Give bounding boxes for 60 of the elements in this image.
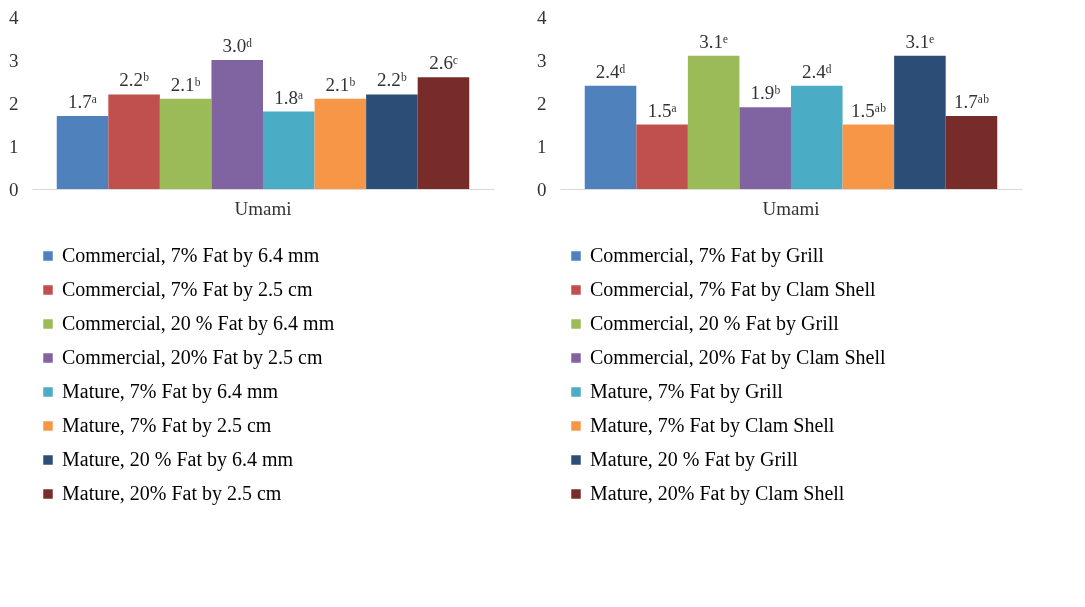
y-tick-label: 1 xyxy=(9,135,19,157)
bar xyxy=(417,77,470,189)
legend-label: Mature, 7% Fat by 2.5 cm xyxy=(62,414,272,437)
y-tick-label: 4 xyxy=(537,6,547,28)
bar xyxy=(263,111,315,189)
data-label: 2.2ᵇ xyxy=(119,69,150,91)
data-label: 3.1ᵉ xyxy=(699,30,729,52)
legend-label: Commercial, 7% Fat by Grill xyxy=(590,244,825,267)
data-label: 1.9ᵇ xyxy=(750,82,781,104)
data-label: 2.2ᵇ xyxy=(377,69,407,91)
bar xyxy=(159,98,212,189)
legend-label: Mature, 7% Fat by Grill xyxy=(590,380,784,403)
x-tick-label: Umami xyxy=(762,197,820,219)
bar xyxy=(108,94,160,189)
bar xyxy=(791,85,843,189)
bar xyxy=(842,124,895,189)
x-tick-label: Umami xyxy=(234,197,292,219)
y-tick-label: 3 xyxy=(537,49,547,71)
y-tick-label: 2 xyxy=(537,92,547,114)
data-label: 3.1ᵉ xyxy=(905,30,935,52)
y-tick-label: 4 xyxy=(9,6,19,28)
y-tick-label: 2 xyxy=(9,92,19,114)
legend-label: Commercial, 20 % Fat by Grill xyxy=(590,312,840,335)
data-label: 2.1ᵇ xyxy=(170,73,201,95)
bar xyxy=(314,98,367,189)
data-label: 3.0ᵈ xyxy=(222,35,253,56)
bar xyxy=(894,55,946,189)
data-label: 2.4ᵈ xyxy=(801,60,832,82)
bar xyxy=(739,107,791,189)
data-label: 1.5ᵃᵇ xyxy=(850,99,886,121)
bar xyxy=(636,124,688,189)
bar xyxy=(56,115,109,189)
y-tick-label: 0 xyxy=(537,178,547,200)
bar xyxy=(366,94,418,189)
data-label: 2.4ᵈ xyxy=(595,60,626,82)
y-tick-label: 0 xyxy=(9,178,19,200)
data-label: 2.1ᵇ xyxy=(325,73,356,95)
legend-label: Mature, 20 % Fat by 6.4 mm xyxy=(62,448,294,471)
bar xyxy=(687,55,740,189)
bar xyxy=(945,115,998,189)
data-label: 1.7ᵃ xyxy=(68,90,98,112)
legend-label: Mature, 20% Fat by Clam Shell xyxy=(590,482,845,505)
legend-label: Mature, 7% Fat by 6.4 mm xyxy=(62,380,279,403)
data-label: 1.5ᵃ xyxy=(647,99,677,121)
data-label: 1.8ᵃ xyxy=(274,86,304,108)
y-tick-label: 1 xyxy=(537,135,547,157)
legend-label: Commercial, 20% Fat by 2.5 cm xyxy=(62,346,323,369)
legend-label: Commercial, 20% Fat by Clam Shell xyxy=(590,346,886,369)
legend-label: Mature, 7% Fat by Clam Shell xyxy=(590,414,835,437)
legend-label: Commercial, 7% Fat by Clam Shell xyxy=(590,278,876,301)
legend-label: Commercial, 7% Fat by 2.5 cm xyxy=(62,278,313,301)
bar xyxy=(211,60,263,189)
legend-label: Commercial, 20 % Fat by 6.4 mm xyxy=(62,312,335,335)
legend-label: Mature, 20 % Fat by Grill xyxy=(590,448,799,471)
legend-label: Mature, 20% Fat by 2.5 cm xyxy=(62,482,282,505)
data-label: 2.6ᶜ xyxy=(429,52,458,74)
y-tick-label: 3 xyxy=(9,49,19,71)
bar xyxy=(584,85,637,189)
legend-label: Commercial, 7% Fat by 6.4 mm xyxy=(62,244,320,267)
data-label: 1.7ᵃᵇ xyxy=(954,90,989,112)
